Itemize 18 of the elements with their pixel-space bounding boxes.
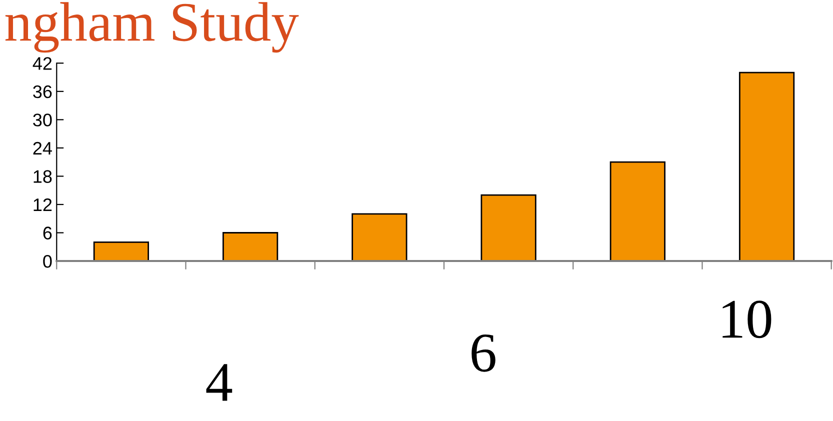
y-tick-label: 6 — [43, 226, 52, 240]
text: 4 — [206, 364, 232, 401]
y-tick-label: 18 — [34, 170, 52, 183]
text: 6 — [472, 334, 496, 372]
y-tick-label: 24 — [33, 142, 52, 154]
y-tick-label: 30 — [33, 114, 52, 126]
bar — [352, 213, 408, 262]
chart-title: ngham Study — [5, 2, 299, 53]
bar — [93, 241, 150, 262]
y-tick-label: 12 — [34, 198, 52, 212]
bar — [610, 161, 666, 262]
bar — [738, 72, 795, 262]
y-tick-label: 0 — [43, 254, 52, 268]
bar — [480, 194, 536, 262]
y-tick-label: 36 — [33, 85, 52, 98]
y-tick-label: 42 — [32, 57, 52, 70]
bar — [222, 232, 278, 262]
text: 10 — [722, 300, 772, 338]
